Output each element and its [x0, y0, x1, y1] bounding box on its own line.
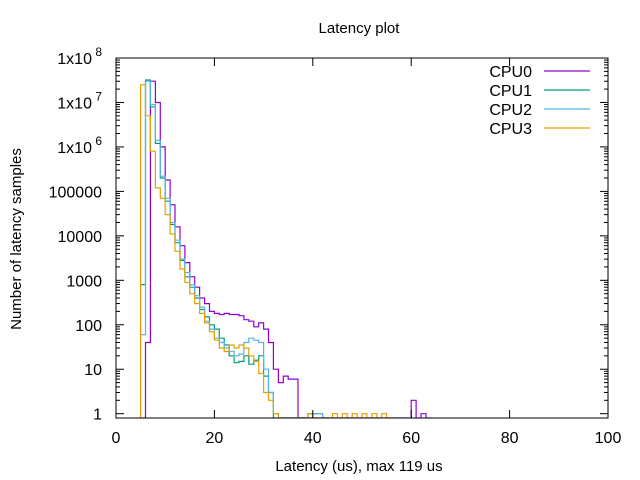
series-layer [135, 79, 431, 418]
legend-item-cpu2: CPU2 [489, 102, 590, 119]
y-tick-label: 100000 [49, 184, 102, 201]
legend-item-cpu3: CPU3 [489, 121, 590, 138]
y-tick-label: 1x10 6 [57, 134, 102, 157]
y-axis-title: Number of latency samples [8, 148, 25, 330]
y-tick-label: 100 [75, 318, 102, 335]
axes: 0 20 40 60 80 100 1 10 100 1000 10000 100000 1x10 6 1… [49, 45, 622, 447]
y-tick-label: 1000 [66, 273, 102, 290]
y-tick-label: 10000 [58, 229, 103, 246]
legend-item-cpu0: CPU0 [489, 64, 590, 81]
y-tick-label: 1 [93, 407, 102, 424]
x-axis-title: Latency (us), max 119 us [275, 458, 442, 475]
x-tick-label: 40 [304, 430, 322, 447]
x-tick-label: 0 [112, 430, 121, 447]
series-line-cpu1 [140, 79, 328, 418]
legend-label: CPU3 [489, 121, 532, 138]
x-tick-label: 60 [402, 430, 420, 447]
legend-item-cpu1: CPU1 [489, 83, 590, 100]
legend: CPU0 CPU1 CPU2 CPU3 [489, 64, 590, 138]
x-tick-label: 100 [595, 430, 622, 447]
y-tick-label: 10 [84, 362, 102, 379]
y-tick-label: 1x10 7 [57, 89, 102, 112]
series-line-cpu3 [135, 84, 392, 418]
chart-title: Latency plot [319, 20, 401, 37]
x-tick-label: 20 [206, 430, 224, 447]
y-tick-label: 1x10 8 [57, 45, 102, 68]
legend-label: CPU1 [489, 83, 532, 100]
legend-label: CPU2 [489, 102, 532, 119]
plot-frame [115, 57, 609, 419]
series-line-cpu0 [140, 80, 431, 418]
series-line-cpu2 [140, 80, 328, 418]
legend-label: CPU0 [489, 64, 532, 81]
x-tick-label: 80 [501, 430, 519, 447]
